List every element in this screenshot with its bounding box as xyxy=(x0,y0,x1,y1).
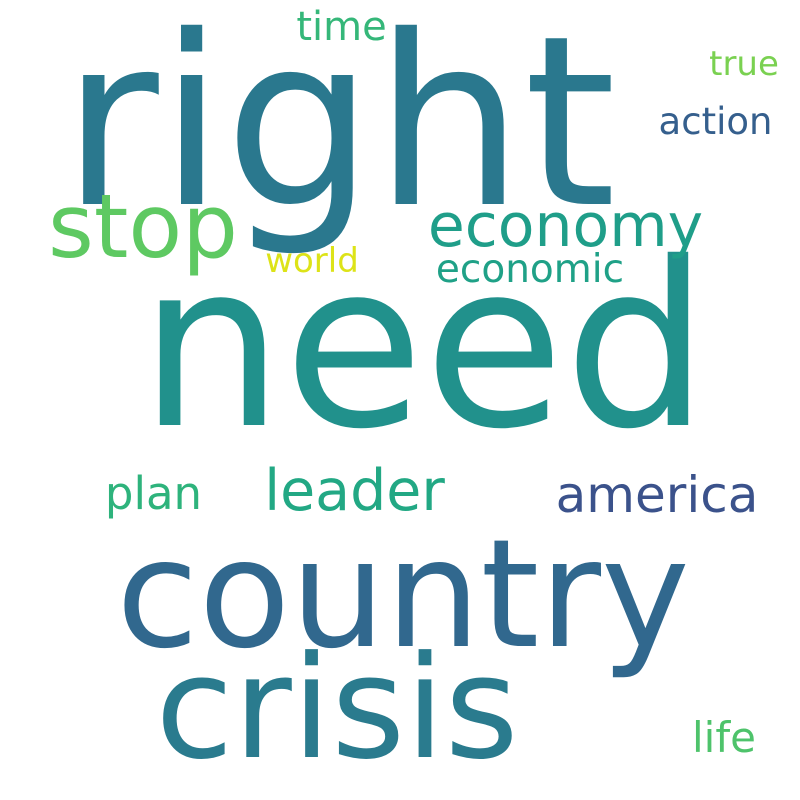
word-world: world xyxy=(265,241,359,281)
word-stop: stop xyxy=(47,175,239,278)
word-america: america xyxy=(555,466,759,524)
word-action: action xyxy=(658,100,773,143)
word-country: country xyxy=(116,508,690,682)
word-time: time xyxy=(296,4,387,50)
word-true: true xyxy=(709,44,779,84)
word-economy: economy xyxy=(427,191,704,261)
word-economic: economic xyxy=(435,247,625,292)
word-leader: leader xyxy=(264,458,445,524)
word-crisis: crisis xyxy=(155,626,519,791)
word-need: need xyxy=(139,213,709,479)
word-plan: plan xyxy=(104,467,203,520)
word-life: life xyxy=(692,713,756,762)
word-right: right xyxy=(61,0,617,260)
